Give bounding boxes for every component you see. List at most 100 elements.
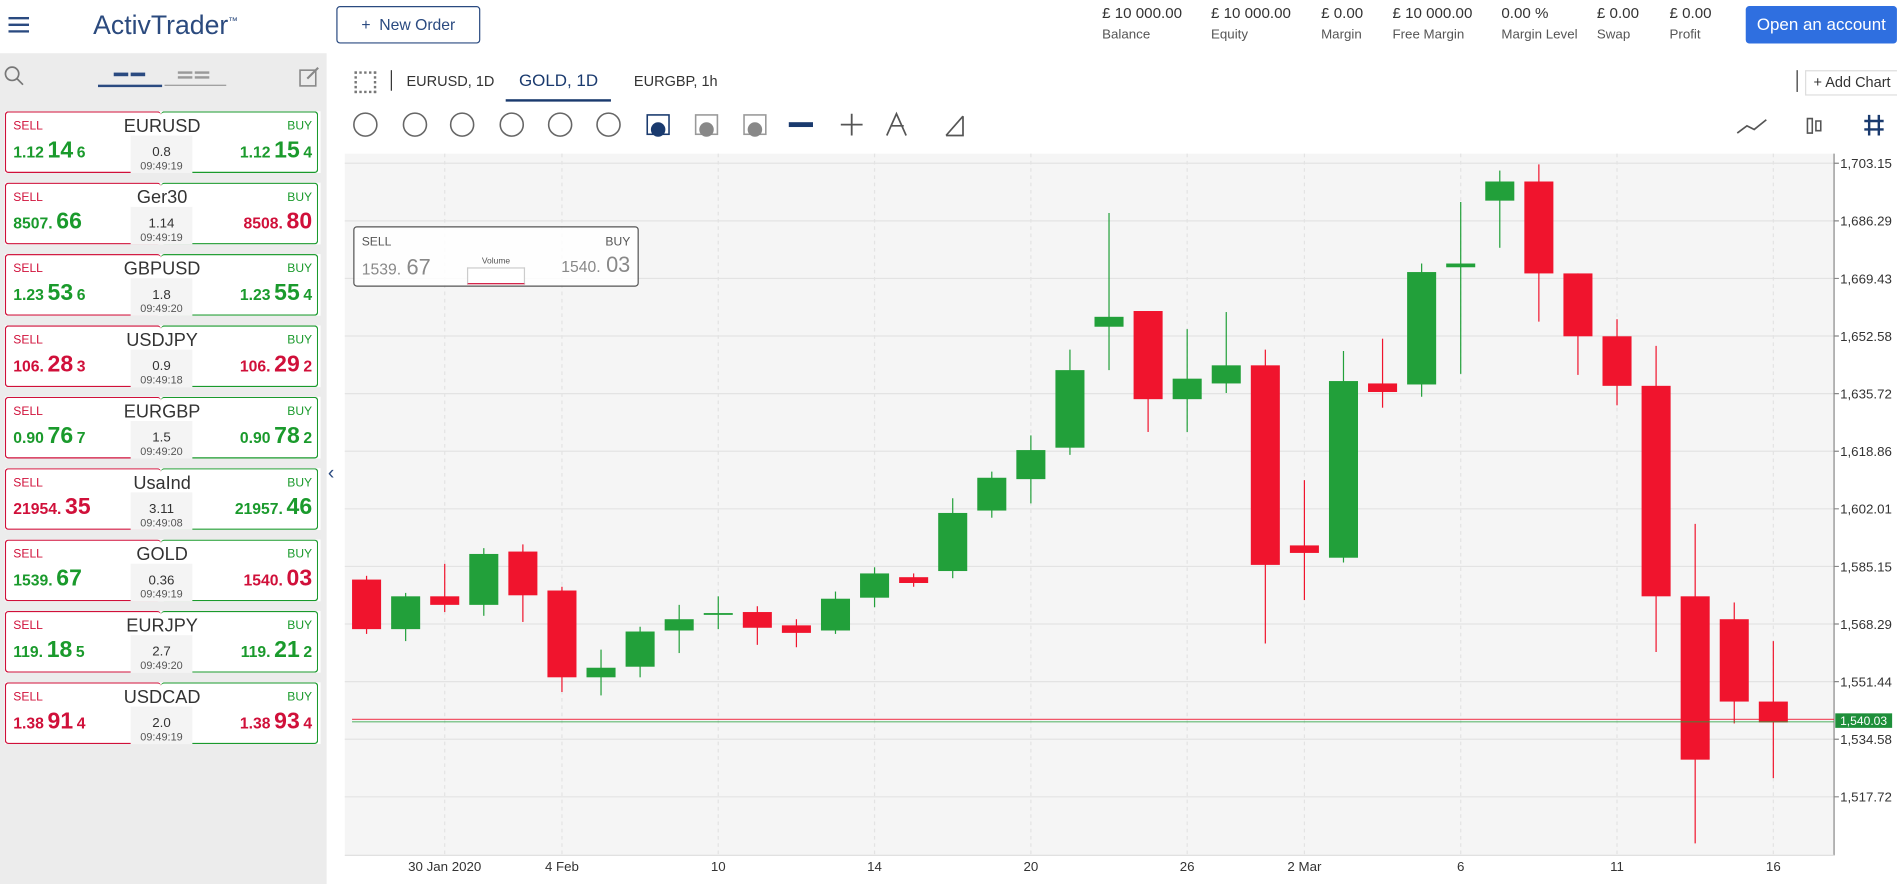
timeframe-icon[interactable] (596, 112, 621, 137)
buy-price[interactable]: 1540. 03 (244, 566, 313, 593)
candle-body (1368, 383, 1398, 392)
sell-side (4, 396, 161, 459)
candle-body (1016, 450, 1046, 480)
y-tick-label: 1,635.72 (1840, 386, 1892, 401)
timeframe-icon[interactable] (547, 112, 573, 137)
candle-body (1211, 365, 1241, 384)
price-part: 14 (47, 137, 74, 164)
timeframe-icon[interactable] (449, 112, 475, 137)
candle-body (1680, 596, 1710, 760)
sell-price[interactable]: 1539. 67 (13, 566, 82, 593)
trade-widget[interactable]: SELL BUY 1539. 67 1540. 03 Volume (353, 226, 639, 287)
chart-tab[interactable]: EURGBP, 1h (633, 72, 718, 90)
menu-button[interactable] (8, 16, 30, 33)
candle-body (1055, 370, 1085, 448)
sell-price[interactable]: 1.23 53 6 (13, 281, 85, 308)
spread: 1.14 (148, 216, 175, 232)
watchlist-card[interactable]: SELL BUY GBPUSD 1.8 09:49:20 1.23 53 6 1.23 55 4 (4, 254, 321, 316)
sell-label: SELL (13, 333, 43, 348)
buy-price[interactable]: 1.23 55 4 (240, 281, 312, 308)
volume-input[interactable] (466, 267, 526, 285)
price-part: 5 (75, 642, 85, 661)
logo: ActivTrader™ (93, 10, 238, 41)
search-icon[interactable] (4, 65, 26, 87)
candle-body (508, 551, 538, 596)
watchlist-card[interactable]: SELL BUY EURGBP 1.5 09:49:20 0.90 76 7 0.90 78 2 (4, 396, 321, 459)
symbol: GBPUSD (123, 258, 201, 280)
sell-price[interactable]: 1.38 91 4 (13, 709, 85, 736)
buy-price[interactable]: 21957. 46 (235, 495, 312, 522)
price-part: 6 (76, 285, 86, 304)
price-part: 106. (13, 356, 44, 376)
sell-price[interactable]: 21954. 35 (13, 495, 90, 522)
stat-label: Margin Level (1501, 27, 1578, 43)
view-tabs[interactable] (97, 65, 230, 89)
shape-icon[interactable] (945, 115, 964, 137)
candle-body (1094, 316, 1124, 327)
sell-price[interactable]: 119. 18 5 (13, 638, 84, 665)
spread: 1.8 (152, 287, 171, 303)
buy-price[interactable]: 1540. 03 (561, 253, 630, 278)
stat-value: £ 0.00 (1596, 4, 1639, 22)
sell-price[interactable]: 106. 28 3 (13, 352, 85, 379)
layout-icon[interactable] (354, 71, 377, 94)
candle-body (469, 553, 499, 605)
spread: 0.9 (152, 359, 171, 374)
timeframe-icon[interactable] (499, 112, 525, 137)
watchlist-panel: SELL BUY EURUSD 0.8 09:49:19 1.12 14 6 1.12 15 4 SE… (0, 53, 327, 884)
sell-label: SELL (13, 262, 43, 276)
x-tick-label: 6 (1457, 859, 1464, 874)
price-part: 106. (239, 356, 271, 376)
sell-price[interactable]: 1539. 67 (362, 255, 431, 280)
buy-price[interactable]: 1.12 15 4 (240, 138, 312, 165)
price-pips: 67 (406, 255, 431, 280)
symbol: Ger30 (136, 187, 188, 209)
watchlist-card[interactable]: SELL BUY USDCAD 2.0 09:49:19 1.38 91 4 1.38 93 4 (4, 682, 321, 745)
buy-side (160, 396, 319, 459)
draw-icon[interactable] (886, 111, 907, 136)
price-part: 4 (76, 713, 86, 732)
open-account-button[interactable]: Open an account (1745, 6, 1897, 44)
time: 09:49:08 (140, 516, 183, 529)
watchlist-card[interactable]: SELL BUY USDJPY 0.9 09:49:18 106. 28 3 106. 29 2 (4, 325, 321, 388)
chart-type-icon[interactable] (1806, 117, 1822, 134)
stat-label: Balance (1102, 27, 1151, 43)
add-chart-label: Add Chart (1825, 73, 1891, 91)
candle-body (781, 625, 811, 633)
collapse-button[interactable]: ‹ (327, 463, 335, 484)
timeframe-icon[interactable] (353, 112, 378, 137)
buy-price[interactable]: 0.90 78 2 (240, 423, 312, 450)
symbol: EURUSD (123, 116, 201, 137)
watchlist-card[interactable]: SELL BUY EURJPY 2.7 09:49:20 119. 18 5 119. 21 2 (4, 610, 321, 673)
watchlist-card[interactable]: SELL BUY EURUSD 0.8 09:49:19 1.12 14 6 1.12 15 4 (4, 111, 321, 174)
price-part: 35 (65, 494, 91, 521)
add-chart-button[interactable]: + Add Chart (1805, 70, 1897, 96)
tool-icon[interactable] (788, 122, 813, 128)
buy-price[interactable]: 106. 29 2 (240, 352, 312, 379)
buy-price[interactable]: 8508. 80 (244, 209, 313, 236)
chart-tab[interactable]: GOLD, 1D (519, 70, 599, 90)
buy-price[interactable]: 119. 21 2 (241, 638, 312, 665)
edit-icon[interactable] (298, 65, 322, 89)
new-order-button[interactable]: + New Order (336, 6, 481, 44)
watchlist-card[interactable]: SELL BUY Ger30 1.14 09:49:19 8507. 66 8508. 80 (4, 182, 321, 245)
watchlist-card[interactable]: SELL BUY GOLD 0.36 09:49:19 1539. 67 1540. 03 (4, 539, 321, 602)
indicator-icon[interactable] (1736, 119, 1767, 134)
sell-label: SELL (13, 619, 43, 633)
candle-body (1758, 701, 1788, 723)
spread-box (130, 563, 193, 602)
watchlist-card[interactable]: SELL BUY UsaInd 3.11 09:49:08 21954. 35 21957. 4… (4, 468, 321, 530)
sell-price[interactable]: 1.12 14 6 (13, 138, 85, 165)
chart-tab[interactable]: EURUSD, 1D (406, 72, 495, 90)
price-part: 2 (303, 428, 313, 447)
sell-price[interactable]: 8507. 66 (13, 209, 82, 236)
spread-box (130, 492, 193, 530)
candle-body (820, 598, 851, 631)
sell-price[interactable]: 0.90 76 7 (13, 423, 85, 450)
crosshair-icon[interactable] (840, 113, 863, 136)
grid-icon[interactable] (1864, 114, 1884, 136)
price-part: 15 (274, 137, 300, 164)
timeframe-icon[interactable] (402, 112, 428, 137)
separator (1796, 70, 1798, 92)
buy-price[interactable]: 1.38 93 4 (240, 709, 312, 736)
